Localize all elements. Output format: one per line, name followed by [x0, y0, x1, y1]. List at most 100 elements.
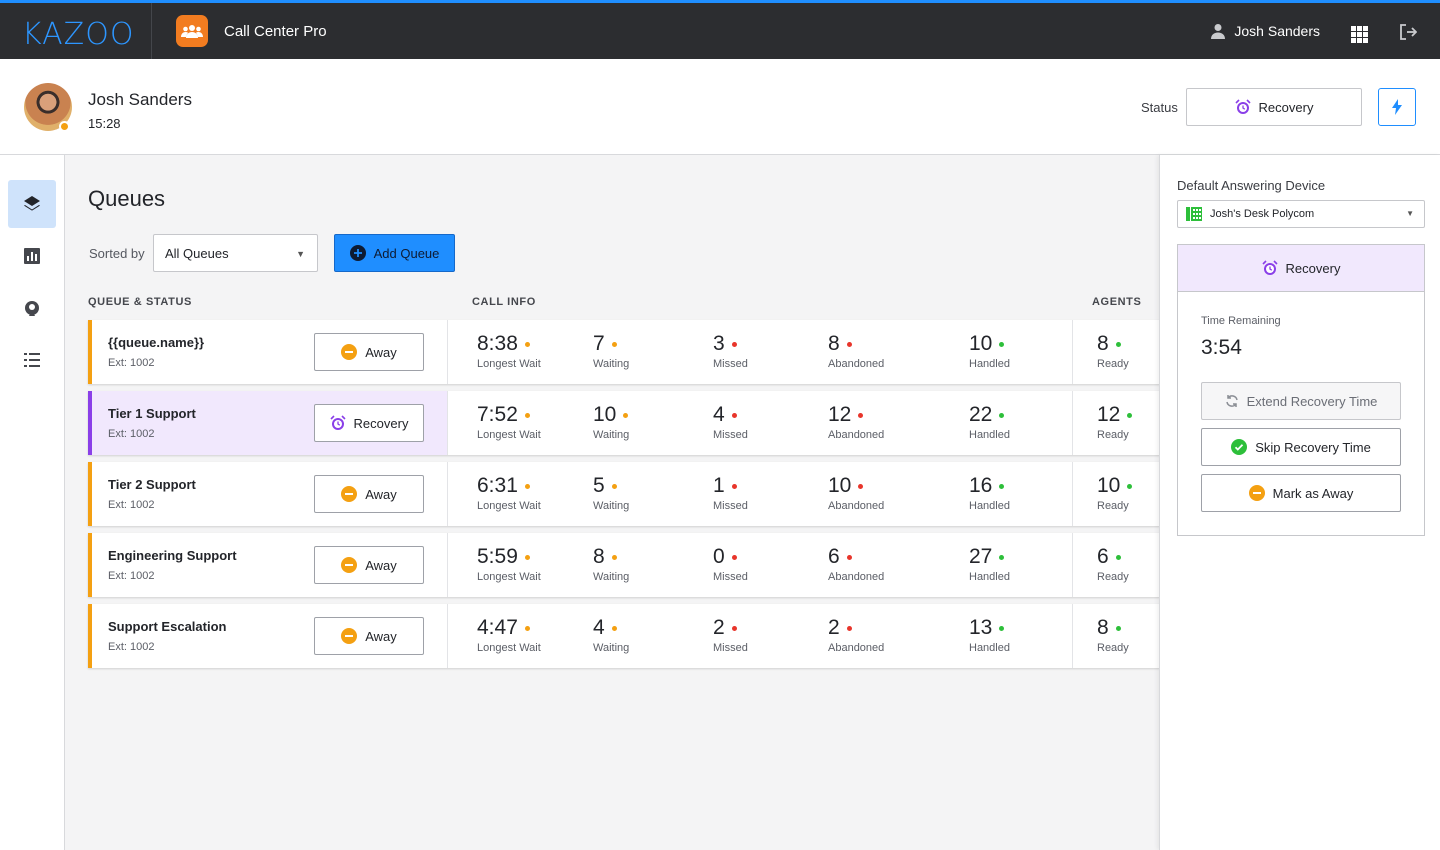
queue-row[interactable]: Engineering Support Ext: 1002 Away 5:59 Long…	[88, 533, 1160, 597]
stat-handled: 13 Handled	[969, 614, 1010, 654]
stat-longest-wait: 7:52 Longest Wait	[477, 401, 541, 441]
sort-select[interactable]: All Queues ▼	[153, 234, 318, 272]
logout-icon[interactable]	[1399, 23, 1418, 46]
user-icon	[1211, 24, 1226, 39]
sidebar-item-queues[interactable]	[8, 180, 56, 228]
queue-status-button[interactable]: Away	[314, 617, 424, 655]
sidebar-item-agents[interactable]	[8, 284, 56, 332]
queue-row[interactable]: {{queue.name}} Ext: 1002 Away 8:38 Longest W…	[88, 320, 1160, 384]
queue-status-cell: Tier 1 Support Ext: 1002 Recovery	[92, 391, 448, 455]
agents-cell: 10 Ready	[1072, 462, 1164, 526]
queue-status-button[interactable]: Recovery	[314, 404, 424, 442]
recovery-card-header: Recovery	[1178, 245, 1424, 292]
queue-status-button[interactable]: Away	[314, 546, 424, 584]
agents-cell: 8 Ready	[1072, 604, 1164, 668]
stat-label: Longest Wait	[477, 429, 541, 441]
status-dot	[731, 483, 737, 489]
queue-status-button[interactable]: Away	[314, 333, 424, 371]
status-dot	[524, 412, 530, 418]
sort-value: All Queues	[165, 246, 229, 261]
stat-value: 0	[713, 545, 725, 568]
queue-status-cell: Tier 2 Support Ext: 1002 Away	[92, 462, 448, 526]
agent-side-panel: Default Answering Device Josh's Desk Pol…	[1159, 155, 1440, 850]
user-name: Josh Sanders	[1234, 23, 1320, 39]
queue-status-button[interactable]: Away	[314, 475, 424, 513]
stat-value: 7:52	[477, 403, 518, 426]
status-value: Recovery	[1258, 99, 1314, 115]
queue-row[interactable]: Support Escalation Ext: 1002 Away 4:47 Longe…	[88, 604, 1160, 668]
away-icon	[341, 557, 358, 573]
queue-row[interactable]: Tier 1 Support Ext: 1002 Recovery 7:52 Longe…	[88, 391, 1160, 455]
queue-name[interactable]: Tier 1 Support	[108, 406, 196, 421]
stat-value: 3	[713, 332, 725, 355]
status-dot	[1127, 412, 1133, 418]
stat-value: 6	[1097, 545, 1109, 568]
stat-label: Longest Wait	[477, 358, 541, 370]
queue-name[interactable]: Engineering Support	[108, 548, 237, 563]
agent-headset-icon	[25, 300, 39, 316]
skip-recovery-button[interactable]: Skip Recovery Time	[1201, 428, 1401, 466]
extend-recovery-button[interactable]: Extend Recovery Time	[1201, 382, 1401, 420]
page-title: Queues	[88, 186, 166, 211]
queue-name[interactable]: Support Escalation	[108, 619, 227, 634]
stat-label: Abandoned	[828, 571, 885, 583]
app-grid-icon[interactable]	[1351, 26, 1368, 43]
alarm-clock-icon	[1234, 99, 1251, 114]
stat-label: Waiting	[593, 358, 630, 370]
agents-cell: 6 Ready	[1072, 533, 1164, 597]
stat-value: 8	[1097, 332, 1109, 355]
chevron-down-icon: ▼	[1406, 209, 1414, 218]
stat-value: 2	[713, 616, 725, 639]
stat-abandoned: 2 Abandoned	[828, 614, 884, 654]
call-center-app-icon[interactable]	[176, 15, 208, 47]
status-dot	[846, 554, 852, 560]
sidebar	[0, 155, 65, 850]
stat-label: Ready	[1097, 429, 1129, 441]
status-select[interactable]: Recovery	[1186, 88, 1362, 126]
queue-status-label: Away	[365, 557, 397, 573]
status-dot	[524, 554, 530, 560]
stat-label: Ready	[1097, 358, 1129, 370]
mark-away-button[interactable]: Mark as Away	[1201, 474, 1401, 512]
status-dot	[999, 554, 1005, 560]
status-dot	[731, 554, 737, 560]
status-dot	[623, 412, 629, 418]
stat-label: Abandoned	[828, 358, 885, 370]
agent-header: Josh Sanders 15:28 Status Recovery	[0, 59, 1440, 155]
stat-ready: 12 Ready	[1097, 401, 1133, 441]
alarm-clock-icon	[329, 415, 346, 430]
stat-missed: 0 Missed	[713, 543, 748, 583]
stat-label: Ready	[1097, 642, 1129, 654]
stat-ready: 6 Ready	[1097, 543, 1129, 583]
status-dot	[524, 483, 530, 489]
mark-away-label: Mark as Away	[1272, 485, 1354, 501]
quick-action-button[interactable]	[1378, 88, 1416, 126]
queue-status-cell: Engineering Support Ext: 1002 Away	[92, 533, 448, 597]
queue-extension: Ext: 1002	[108, 641, 155, 653]
stat-missed: 2 Missed	[713, 614, 748, 654]
stat-label: Waiting	[593, 642, 630, 654]
sidebar-item-reports[interactable]	[8, 232, 56, 280]
status-dot	[999, 341, 1005, 347]
status-dot	[611, 625, 617, 631]
stat-waiting: 4 Waiting	[593, 614, 629, 654]
stat-ready: 10 Ready	[1097, 472, 1133, 512]
column-header-agents: AGENTS	[1092, 296, 1142, 308]
device-select[interactable]: Josh's Desk Polycom ▼	[1177, 200, 1425, 228]
stat-value: 7	[593, 332, 605, 355]
queue-row[interactable]: Tier 2 Support Ext: 1002 Away 6:31 Longest W…	[88, 462, 1160, 526]
time-remaining-value: 3:54	[1201, 336, 1242, 359]
add-queue-button[interactable]: Add Queue	[334, 234, 455, 272]
user-menu[interactable]: Josh Sanders	[1210, 23, 1320, 39]
status-dot	[846, 341, 852, 347]
stat-label: Handled	[969, 571, 1010, 583]
kazoo-logo[interactable]: KAZOO	[22, 17, 135, 52]
status-dot	[999, 625, 1005, 631]
queue-name[interactable]: {{queue.name}}	[108, 335, 205, 350]
sidebar-item-tasks[interactable]	[8, 336, 56, 384]
queue-name[interactable]: Tier 2 Support	[108, 477, 196, 492]
queue-status-cell: {{queue.name}} Ext: 1002 Away	[92, 320, 448, 384]
status-label: Status	[1141, 100, 1178, 115]
queue-status-cell: Support Escalation Ext: 1002 Away	[92, 604, 448, 668]
stat-value: 1	[713, 474, 725, 497]
